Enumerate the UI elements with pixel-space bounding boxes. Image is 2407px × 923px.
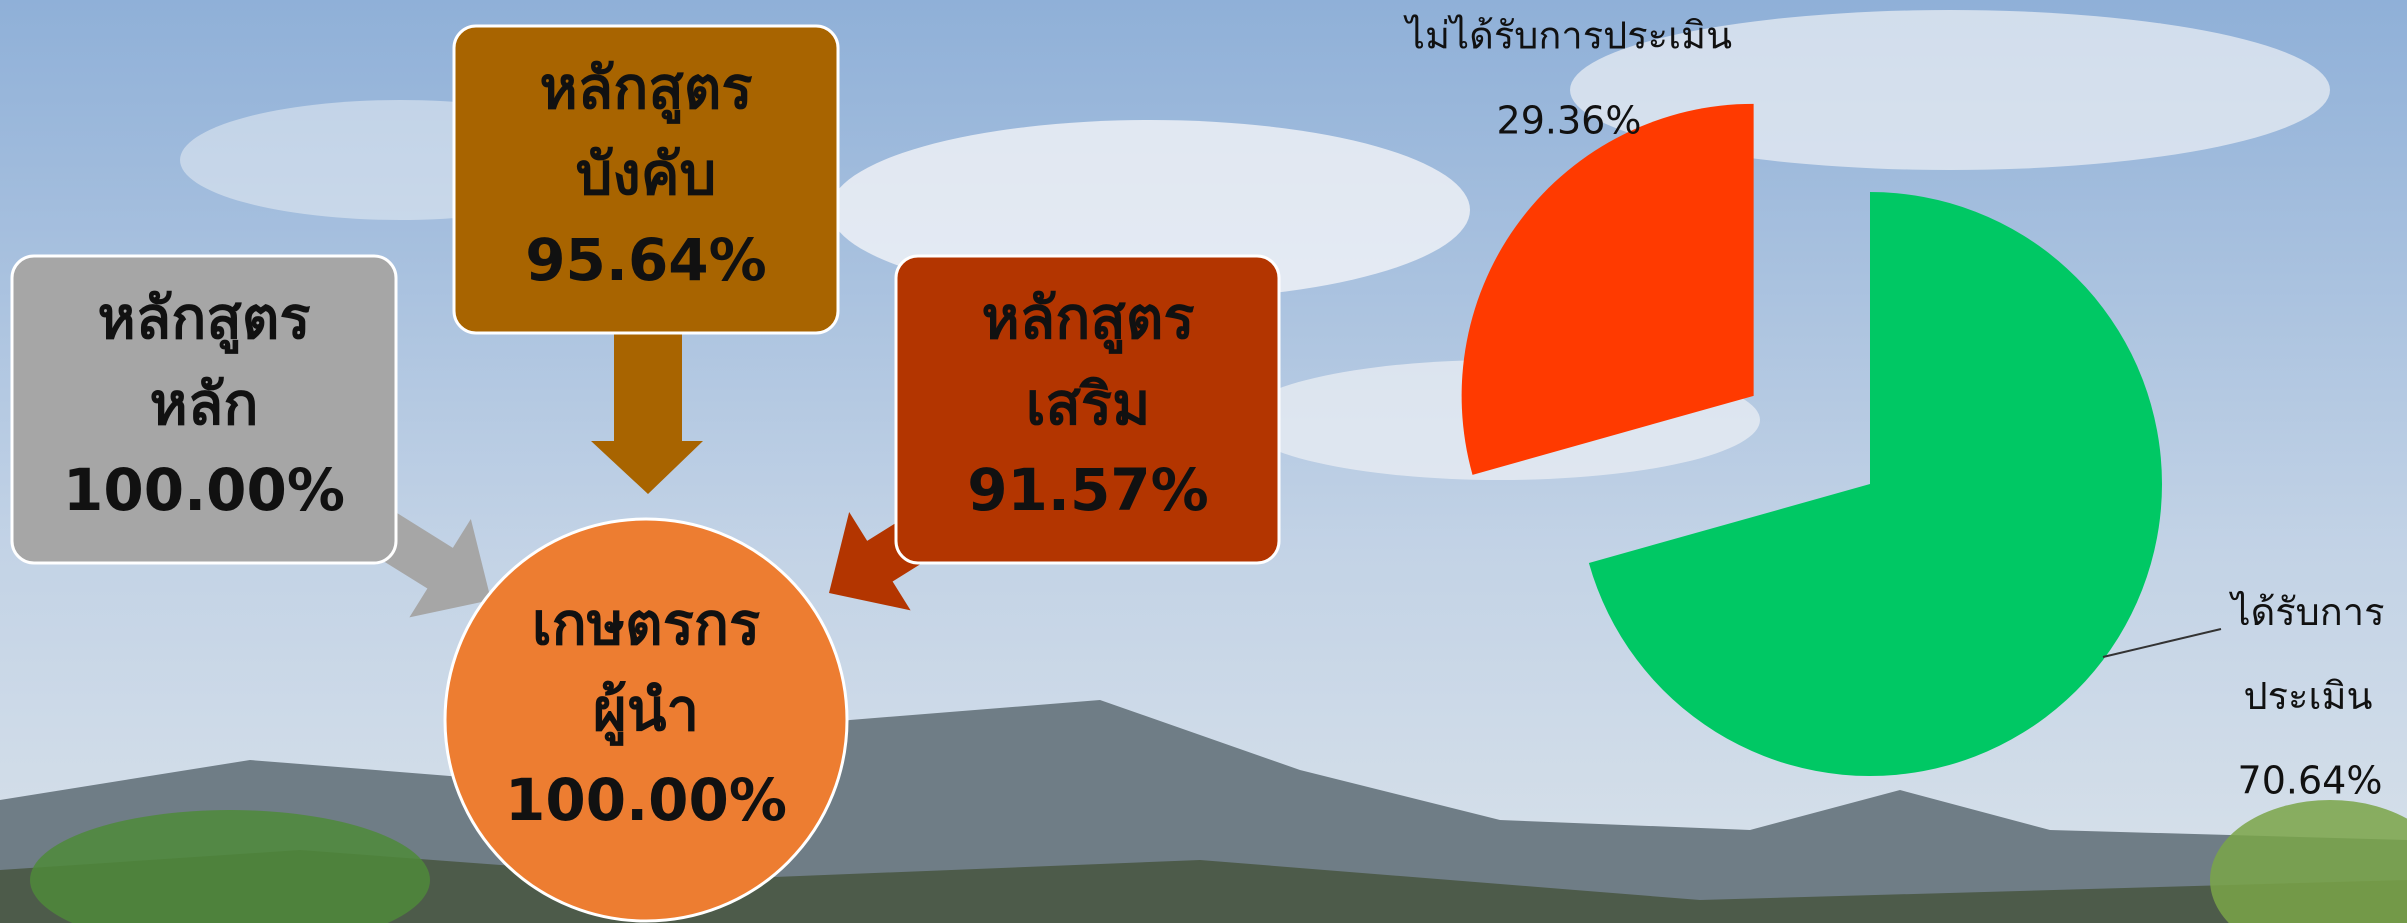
leader-line [2102, 628, 2222, 658]
pie-label-box: ได้รับการประเมิน [2231, 590, 2385, 718]
box-required: หลักสูตร บังคับ 95.64% [452, 24, 840, 335]
box-elective: หลักสูตร เสริม 91.57% [894, 254, 1281, 565]
center-line: ผู้นำ [593, 676, 699, 746]
pie-slice [1461, 103, 1754, 475]
box-percent: 95.64% [525, 226, 767, 294]
box-line: เสริม [1026, 370, 1151, 438]
box-line: หลักสูตร [981, 284, 1194, 354]
pie-slice [1588, 192, 2162, 776]
box-core: หลักสูตร หลัก 100.00% [10, 254, 398, 565]
box-line: หลักสูตร [97, 284, 310, 354]
center-line: เกษตรกร [532, 590, 760, 658]
box-line: หลัก [150, 370, 259, 438]
box-line: บังคับ [576, 140, 717, 208]
pie-label: ได้รับการประเมิน [2231, 590, 2385, 718]
center-percent: 100.00% [505, 766, 787, 834]
pie-value-label: 29.36% [1497, 99, 1642, 143]
center-circle: เกษตรกร ผู้นำ 100.00% [443, 517, 849, 923]
box-percent: 91.57% [967, 456, 1209, 524]
pie-label: ไม่ได้รับการประเมิน [1403, 14, 1732, 58]
box-line: หลักสูตร [539, 54, 752, 124]
box-percent: 100.00% [63, 456, 345, 524]
pie-value-label: 70.64% [2238, 759, 2383, 803]
